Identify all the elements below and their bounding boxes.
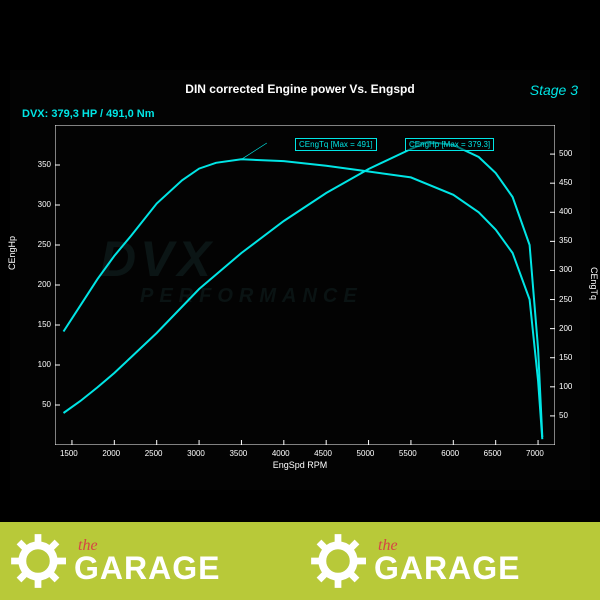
y1-axis-label: CEngHp (7, 236, 17, 270)
gear-icon (310, 533, 366, 589)
brand-logo-1: the GARAGE (0, 533, 300, 589)
brand-garage-text: GARAGE (374, 552, 520, 584)
peak-torque-label: CEngTq [Max = 491] (295, 138, 377, 151)
stage-label: Stage 3 (530, 82, 578, 98)
brand-garage-text: GARAGE (74, 552, 220, 584)
peak-hp-label: CEngHp [Max = 379.3] (405, 138, 494, 151)
gear-icon (10, 533, 66, 589)
dyno-chart (55, 125, 555, 445)
footer-banner: the GARAGE the GARAGE (0, 522, 600, 600)
x-axis-label: EngSpd RPM (0, 460, 600, 470)
chart-title: DIN corrected Engine power Vs. Engspd (0, 82, 600, 96)
brand-logo-2: the GARAGE (300, 533, 600, 589)
y2-axis-label: CEngTq (589, 267, 599, 300)
dvx-summary: DVX: 379,3 HP / 491,0 Nm (22, 108, 154, 120)
